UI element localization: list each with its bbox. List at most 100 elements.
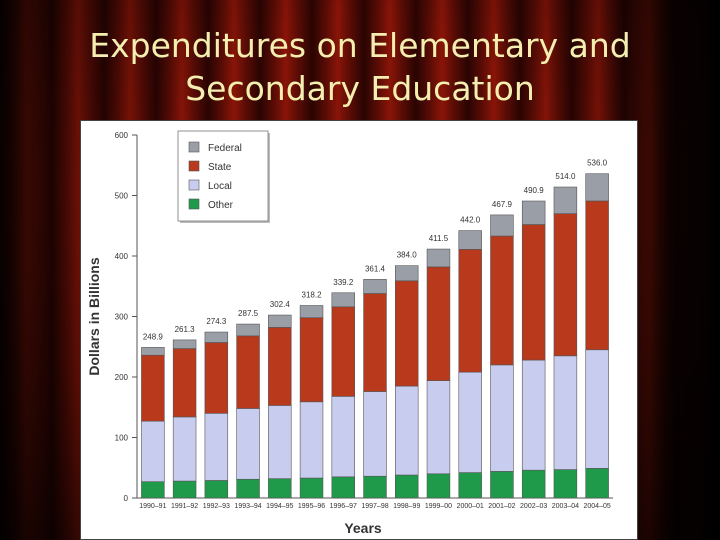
x-tick-label: 2003–04 <box>552 503 579 510</box>
bar-total-label: 442.0 <box>460 216 481 225</box>
bar-segment-local <box>204 412 229 481</box>
y-tick-label: 0 <box>124 494 129 503</box>
chart-legend: Federal State Local Other <box>177 130 270 223</box>
x-tick-label: 1993–94 <box>234 503 261 510</box>
bar-segment-federal <box>331 292 355 308</box>
bar-segment-federal <box>458 230 482 250</box>
bar-segment-federal <box>141 347 165 356</box>
bar-segment-federal <box>553 186 578 214</box>
bar-segment-local <box>426 380 451 475</box>
bar-segment-local <box>299 401 324 479</box>
bar-segment-other <box>331 476 355 499</box>
bar-segment-federal <box>395 265 419 282</box>
chart-labels: Dollars in Billions Years 248.9 1990–91 261.… <box>86 159 611 536</box>
legend-label-other: Other <box>208 200 234 211</box>
bar-segment-local <box>363 391 387 477</box>
bar-segment-federal <box>426 248 451 268</box>
bar-segment-state <box>521 224 546 361</box>
bar-segment-federal <box>363 279 387 294</box>
legend-label-local: Local <box>208 181 232 192</box>
y-tick-label: 100 <box>115 434 129 443</box>
bar-segment-state <box>395 280 419 387</box>
bar-segment-state <box>490 235 514 366</box>
bar-segment-federal <box>236 323 260 337</box>
bar-segment-state <box>426 266 451 381</box>
bar-segment-state <box>204 342 229 414</box>
x-tick-label: 2004–05 <box>584 503 611 510</box>
bar-segment-other <box>172 480 197 499</box>
slide-title-line-1: Expenditures on Elementary and <box>89 26 631 65</box>
bar-segment-state <box>553 213 578 357</box>
bar-segment-other <box>204 480 229 499</box>
bar-segment-other <box>395 474 419 499</box>
legend-label-state: State <box>208 162 232 173</box>
x-tick-label: 1998–99 <box>393 503 420 510</box>
bar-total-label: 339.2 <box>333 278 354 287</box>
bar-segment-federal <box>204 331 229 343</box>
x-tick-label: 1990–91 <box>139 503 166 510</box>
x-tick-label: 2002–03 <box>520 503 547 510</box>
chart-bars <box>141 173 609 499</box>
legend-swatch-state <box>188 160 200 172</box>
bar-segment-local <box>458 371 482 473</box>
bar-total-label: 302.4 <box>270 300 291 309</box>
stacked-bar-chart: 0 100 200 300 400 500 600 Dollars in Billions Y… <box>86 130 613 536</box>
x-tick-label: 1999–00 <box>425 503 452 510</box>
bar-segment-other <box>490 471 514 499</box>
bar-total-label: 467.9 <box>492 200 513 209</box>
bar-segment-local <box>585 349 609 469</box>
bar-segment-local <box>172 416 197 482</box>
x-tick-label: 1992–93 <box>203 503 230 510</box>
y-tick-label: 600 <box>115 131 129 140</box>
bar-segment-local <box>521 359 546 471</box>
bar-segment-other <box>363 475 387 499</box>
legend-swatch-other <box>188 198 200 210</box>
y-tick-label: 400 <box>115 252 129 261</box>
bar-segment-federal <box>268 314 292 328</box>
bar-total-label: 361.4 <box>365 264 386 273</box>
bar-segment-local <box>236 408 260 480</box>
bar-segment-other <box>553 469 578 499</box>
bar-segment-state <box>236 335 260 409</box>
bar-segment-local <box>141 420 165 482</box>
bar-segment-state <box>141 354 165 422</box>
chart-frame: 0 100 200 300 400 500 600 Dollars in Billions Y… <box>80 120 638 540</box>
bar-total-label: 261.3 <box>175 325 196 334</box>
bar-segment-federal <box>172 339 197 349</box>
bar-segment-other <box>236 478 260 499</box>
bar-segment-state <box>268 327 292 406</box>
bar-segment-state <box>331 306 355 397</box>
legend-swatch-local <box>188 179 200 191</box>
bar-segment-other <box>585 468 609 499</box>
y-tick-label: 300 <box>115 313 129 322</box>
bar-segment-other <box>141 481 165 499</box>
bar-total-label: 318.2 <box>302 290 323 299</box>
bar-segment-federal <box>490 214 514 237</box>
curtain-left-shade <box>0 0 60 540</box>
slide-title-line-2: Secondary Education <box>185 69 535 108</box>
bar-segment-local <box>395 385 419 476</box>
bar-total-label: 248.9 <box>143 332 164 341</box>
bar-segment-federal <box>299 305 324 319</box>
bar-segment-state <box>458 249 482 373</box>
bar-segment-state <box>299 317 324 403</box>
bar-total-label: 274.3 <box>206 317 227 326</box>
bar-segment-federal <box>521 200 546 225</box>
x-tick-label: 1994–95 <box>266 503 293 510</box>
bar-segment-other <box>268 478 292 499</box>
y-axis-title: Dollars in Billions <box>86 257 102 375</box>
bar-segment-local <box>553 355 578 470</box>
bar-segment-local <box>331 396 355 478</box>
bar-segment-local <box>490 364 514 472</box>
bar-segment-local <box>268 405 292 479</box>
bar-total-label: 384.0 <box>397 251 418 260</box>
bar-total-label: 287.5 <box>238 309 259 318</box>
bar-total-label: 411.5 <box>429 234 449 243</box>
x-tick-label: 2000–01 <box>457 503 484 510</box>
bar-segment-federal <box>585 173 609 202</box>
y-tick-label: 500 <box>115 192 129 201</box>
bar-total-label: 490.9 <box>524 186 545 195</box>
bar-segment-other <box>458 472 482 499</box>
bar-segment-other <box>521 469 546 499</box>
y-tick-label: 200 <box>115 373 129 382</box>
